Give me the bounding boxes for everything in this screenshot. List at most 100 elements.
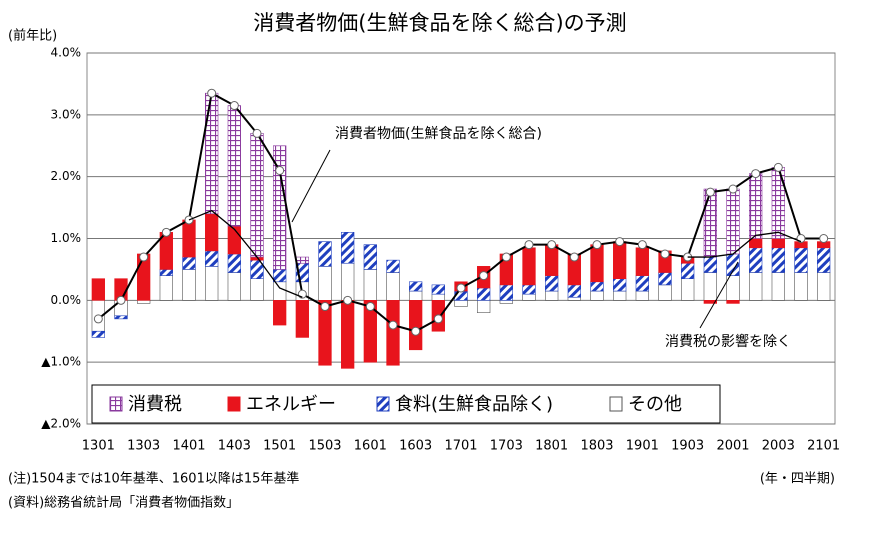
- line-marker: [819, 234, 829, 243]
- y-unit: (前年比): [8, 28, 57, 44]
- bar: [726, 253, 740, 276]
- annotation-leader: [291, 149, 331, 223]
- bar: [318, 300, 332, 366]
- bar: [703, 272, 717, 301]
- y-tick-label: 4.0%: [51, 46, 82, 60]
- bar: [726, 188, 740, 255]
- x-tick-label: 2003: [762, 439, 795, 454]
- line-marker: [547, 240, 557, 250]
- bar: [318, 266, 332, 301]
- bar: [771, 247, 785, 273]
- bar: [522, 247, 536, 286]
- line-marker: [139, 252, 149, 262]
- y-tick-label: ▲1.0%: [41, 355, 81, 369]
- legend-swatch: [376, 396, 390, 412]
- line: [188, 209, 802, 298]
- x-tick-label: 1903: [671, 439, 704, 454]
- bar: [273, 269, 287, 283]
- line-marker: [705, 187, 715, 197]
- bar: [794, 272, 808, 301]
- x-tick-label: 2001: [716, 439, 749, 454]
- bar: [341, 262, 355, 301]
- legend-swatch: [109, 396, 123, 412]
- bar: [227, 272, 241, 301]
- bar: [545, 244, 559, 276]
- x-tick-label: 1401: [172, 439, 205, 454]
- bar: [658, 272, 672, 286]
- bar: [273, 281, 287, 301]
- bar: [613, 290, 627, 301]
- bar: [590, 281, 604, 292]
- legend-label: 食料(生鮮食品除く): [395, 394, 553, 415]
- bar: [635, 275, 649, 292]
- line-marker: [728, 184, 738, 194]
- legend-swatch: [609, 396, 623, 412]
- bar: [817, 272, 831, 301]
- line-marker: [365, 302, 375, 312]
- bar: [567, 284, 581, 298]
- line-marker: [751, 169, 761, 179]
- bar: [386, 300, 400, 366]
- line-marker: [637, 240, 647, 250]
- y-tick-label: 2.0%: [51, 169, 82, 183]
- bar: [250, 133, 264, 258]
- bar: [409, 300, 423, 351]
- line-marker: [501, 252, 511, 262]
- line-marker: [660, 249, 670, 259]
- bar: [726, 300, 740, 304]
- x-tick-label: 1301: [82, 439, 115, 454]
- legend: 消費税 エネルギー 食料(生鮮食品除く) その他: [91, 384, 721, 424]
- legend-label: その他: [628, 394, 682, 415]
- line-marker: [275, 165, 285, 175]
- bar: [703, 256, 717, 273]
- bar: [182, 219, 196, 258]
- bar: [545, 290, 559, 301]
- legend-label: エネルギー: [246, 394, 336, 415]
- bar: [205, 250, 219, 267]
- bar: [205, 213, 219, 252]
- line-marker: [207, 88, 217, 98]
- line-marker: [569, 252, 579, 262]
- y-tick-label: 1.0%: [51, 231, 82, 245]
- bar: [91, 330, 105, 338]
- line-marker: [252, 128, 262, 138]
- bar: [817, 247, 831, 273]
- line-marker: [93, 314, 103, 324]
- bar: [227, 105, 241, 227]
- x-tick-label: 1603: [399, 439, 432, 454]
- bar: [499, 300, 513, 304]
- bar: [749, 247, 763, 273]
- bar: [91, 278, 105, 301]
- bar: [771, 238, 785, 249]
- bar: [613, 278, 627, 292]
- line-marker: [411, 326, 421, 336]
- line-annotation: 消費者物価(生鮮食品を除く総合): [335, 125, 542, 142]
- x-unit: (年・四半期): [760, 472, 835, 487]
- bar: [545, 275, 559, 292]
- bar: [681, 278, 695, 301]
- line-marker: [524, 240, 534, 250]
- line-marker: [433, 314, 443, 324]
- bar: [477, 287, 491, 301]
- bar: [114, 315, 128, 320]
- bar: [363, 269, 377, 301]
- bar: [182, 256, 196, 270]
- line-marker: [592, 240, 602, 250]
- bar: [499, 284, 513, 301]
- bar: [409, 281, 423, 292]
- bar: [227, 225, 241, 255]
- bar: [386, 272, 400, 301]
- x-tick-label: 1703: [490, 439, 523, 454]
- bar: [205, 92, 219, 215]
- bar: [159, 269, 173, 276]
- bar: [794, 247, 808, 273]
- bar: [703, 300, 717, 304]
- bar: [567, 296, 581, 301]
- line-marker: [229, 101, 239, 111]
- legend-swatch: [227, 396, 241, 412]
- bar: [363, 300, 377, 363]
- bar: [703, 188, 717, 258]
- bar: [590, 244, 604, 283]
- y-tick-label: ▲2.0%: [41, 417, 81, 431]
